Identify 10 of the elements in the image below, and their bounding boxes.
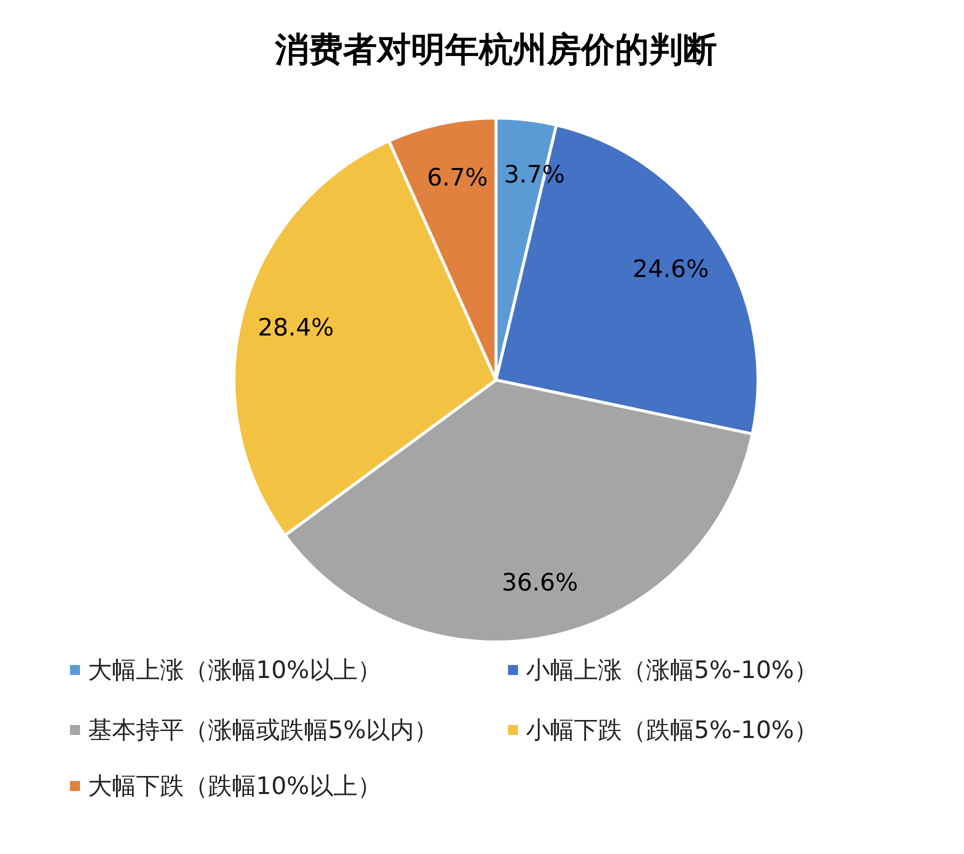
data-label: 6.7% — [427, 164, 488, 192]
data-label: 24.6% — [632, 255, 709, 284]
legend-label: 基本持平（涨幅或跌幅5%以内） — [88, 716, 438, 744]
legend-label: 小幅下跌（跌幅5%-10%） — [526, 716, 818, 744]
legend-label: 小幅上涨（涨幅5%-10%） — [526, 656, 818, 684]
data-label: 36.6% — [502, 568, 578, 596]
legend-label: 大幅上涨（涨幅10%以上） — [88, 656, 382, 684]
legend-label: 大幅下跌（跌幅10%以上） — [88, 772, 382, 800]
chart-title: 消费者对明年杭州房价的判断 — [274, 30, 717, 70]
data-label: 28.4% — [258, 313, 334, 342]
